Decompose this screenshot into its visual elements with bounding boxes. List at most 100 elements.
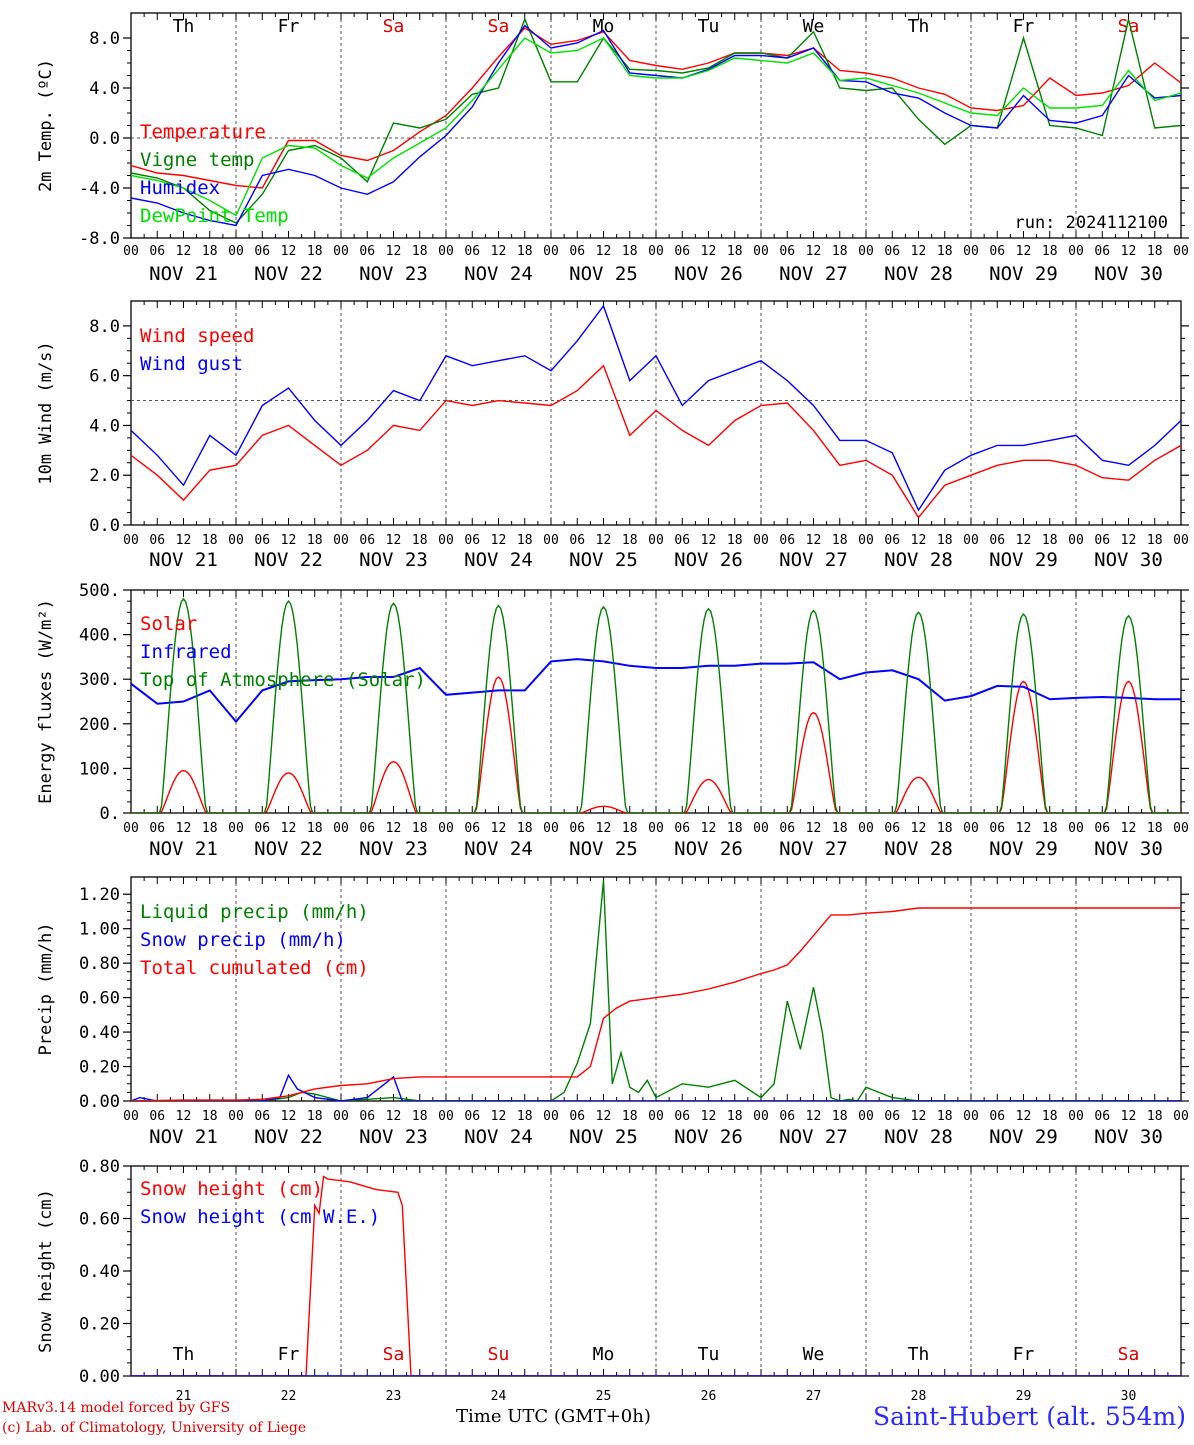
hour-tick-label: 12 [281, 244, 297, 259]
day-number-label: 30 [1121, 1389, 1137, 1404]
panel-1: -8.0 -4.0 0.0 4.0 8.0 2m Temp. (ºC) 00 06 12 18 NO… [36, 12, 1189, 285]
hour-tick-label: 18 [832, 244, 848, 259]
legend-entry: Wind gust [140, 353, 243, 375]
hour-tick-label: 18 [937, 821, 953, 836]
hour-tick-label: 18 [307, 244, 323, 259]
y-axis-label: 10m Wind (m/s) [36, 341, 56, 484]
date-label: NOV 28 [884, 263, 953, 285]
date-label: NOV 24 [464, 1126, 533, 1148]
hour-tick-label: 06 [1094, 1109, 1110, 1124]
date-label: NOV 22 [254, 1126, 323, 1148]
date-label: NOV 27 [779, 549, 848, 571]
hour-tick-label: 18 [307, 533, 323, 548]
series-line-snow-precip-mm-h- [131, 1073, 1181, 1101]
copyright-credit: (c) Lab. of Climatology, University of L… [2, 1420, 307, 1436]
hour-tick-label: 06 [779, 1109, 795, 1124]
series-line-temperature [131, 27, 1181, 189]
date-label: NOV 30 [1094, 838, 1163, 860]
hour-tick-label: 18 [832, 821, 848, 836]
hour-tick-label: 00 [123, 244, 139, 259]
series-line-infrared [131, 658, 1181, 724]
y-tick-label: 500. [79, 581, 120, 601]
model-credit: MARv3.14 model forced by GFS [2, 1400, 231, 1416]
legend-entry: Snow precip (mm/h) [140, 929, 346, 951]
hour-tick-label: 12 [596, 533, 612, 548]
hour-tick-label: 18 [517, 1109, 533, 1124]
y-tick-label: 0.80 [79, 1157, 120, 1177]
hour-tick-label: 18 [1042, 533, 1058, 548]
hour-tick-label: 12 [806, 821, 822, 836]
hour-tick-label: 06 [1094, 533, 1110, 548]
hour-tick-label: 18 [412, 821, 428, 836]
hour-tick-label: 06 [254, 1109, 270, 1124]
hour-tick-label: 06 [779, 244, 795, 259]
legend-entry: Humidex [140, 177, 220, 199]
day-label: Fr [1013, 1344, 1035, 1365]
legend-entry: Wind speed [140, 325, 254, 347]
y-axis-label: Energy fluxes (W/m²) [36, 599, 56, 804]
hour-tick-label: 06 [779, 821, 795, 836]
hour-tick-label: 06 [569, 821, 585, 836]
date-label: NOV 21 [149, 838, 218, 860]
panel-4: 0.00 0.20 0.40 0.60 0.80 1.00 1.20 Precip (mm/h… [36, 876, 1189, 1148]
hour-tick-label: 00 [858, 1109, 874, 1124]
y-tick-label: 0.00 [79, 1367, 120, 1387]
hour-tick-label: 00 [1068, 1109, 1084, 1124]
date-label: NOV 25 [569, 263, 638, 285]
hour-tick-label: 00 [438, 244, 454, 259]
hour-tick-label: 00 [753, 1109, 769, 1124]
y-tick-label: 8.0 [89, 317, 120, 337]
day-number-label: 27 [806, 1389, 822, 1404]
day-label: We [803, 16, 825, 37]
hour-tick-label: 06 [149, 821, 165, 836]
hour-tick-label: 06 [1094, 244, 1110, 259]
hour-tick-label: 06 [884, 533, 900, 548]
hour-tick-label: 12 [911, 1109, 927, 1124]
hour-tick-label: 00 [1173, 244, 1189, 259]
hour-tick-label: 06 [464, 1109, 480, 1124]
hour-tick-label: 06 [149, 244, 165, 259]
hour-tick-label: 00 [963, 533, 979, 548]
date-label: NOV 23 [359, 1126, 428, 1148]
hour-tick-label: 12 [596, 821, 612, 836]
y-tick-label: -4.0 [79, 179, 120, 199]
hour-tick-label: 06 [1094, 821, 1110, 836]
hour-tick-label: 00 [1068, 533, 1084, 548]
hour-tick-label: 00 [543, 533, 559, 548]
panel-3: 0. 100. 200. 300. 400. 500. Energy fluxes (W/m… [36, 581, 1189, 860]
hour-tick-label: 12 [701, 821, 717, 836]
hour-tick-label: 06 [884, 1109, 900, 1124]
day-number-label: 26 [701, 1389, 717, 1404]
y-tick-label: 200. [79, 715, 120, 735]
panel-frame [130, 589, 1182, 814]
y-tick-label: 0.40 [79, 1023, 120, 1043]
hour-tick-label: 06 [254, 244, 270, 259]
hour-tick-label: 12 [911, 244, 927, 259]
hour-tick-label: 06 [884, 244, 900, 259]
hour-tick-label: 06 [359, 1109, 375, 1124]
hour-tick-label: 06 [674, 1109, 690, 1124]
hour-tick-label: 18 [202, 533, 218, 548]
hour-tick-label: 12 [176, 1109, 192, 1124]
y-tick-label: 0.20 [79, 1058, 120, 1078]
hour-tick-label: 00 [543, 244, 559, 259]
hour-tick-label: 00 [753, 244, 769, 259]
date-label: NOV 26 [674, 1126, 743, 1148]
hour-tick-label: 18 [1147, 244, 1163, 259]
day-label: Mo [593, 1344, 615, 1365]
hour-tick-label: 00 [543, 821, 559, 836]
hour-tick-label: 06 [359, 244, 375, 259]
hour-tick-label: 00 [1068, 244, 1084, 259]
run-annotation: run: 2024112100 [1014, 213, 1168, 233]
hour-tick-label: 12 [1016, 244, 1032, 259]
day-number-label: 23 [386, 1389, 402, 1404]
series-line-snow-height-cm- [131, 1175, 1181, 1376]
series-line-wind-gust [131, 304, 1181, 512]
y-tick-label: 0.80 [79, 954, 120, 974]
date-label: NOV 29 [989, 549, 1058, 571]
hour-tick-label: 06 [359, 821, 375, 836]
hour-tick-label: 00 [753, 821, 769, 836]
legend-entry: Total cumulated (cm) [140, 957, 369, 979]
date-label: NOV 23 [359, 838, 428, 860]
hour-tick-label: 06 [989, 244, 1005, 259]
